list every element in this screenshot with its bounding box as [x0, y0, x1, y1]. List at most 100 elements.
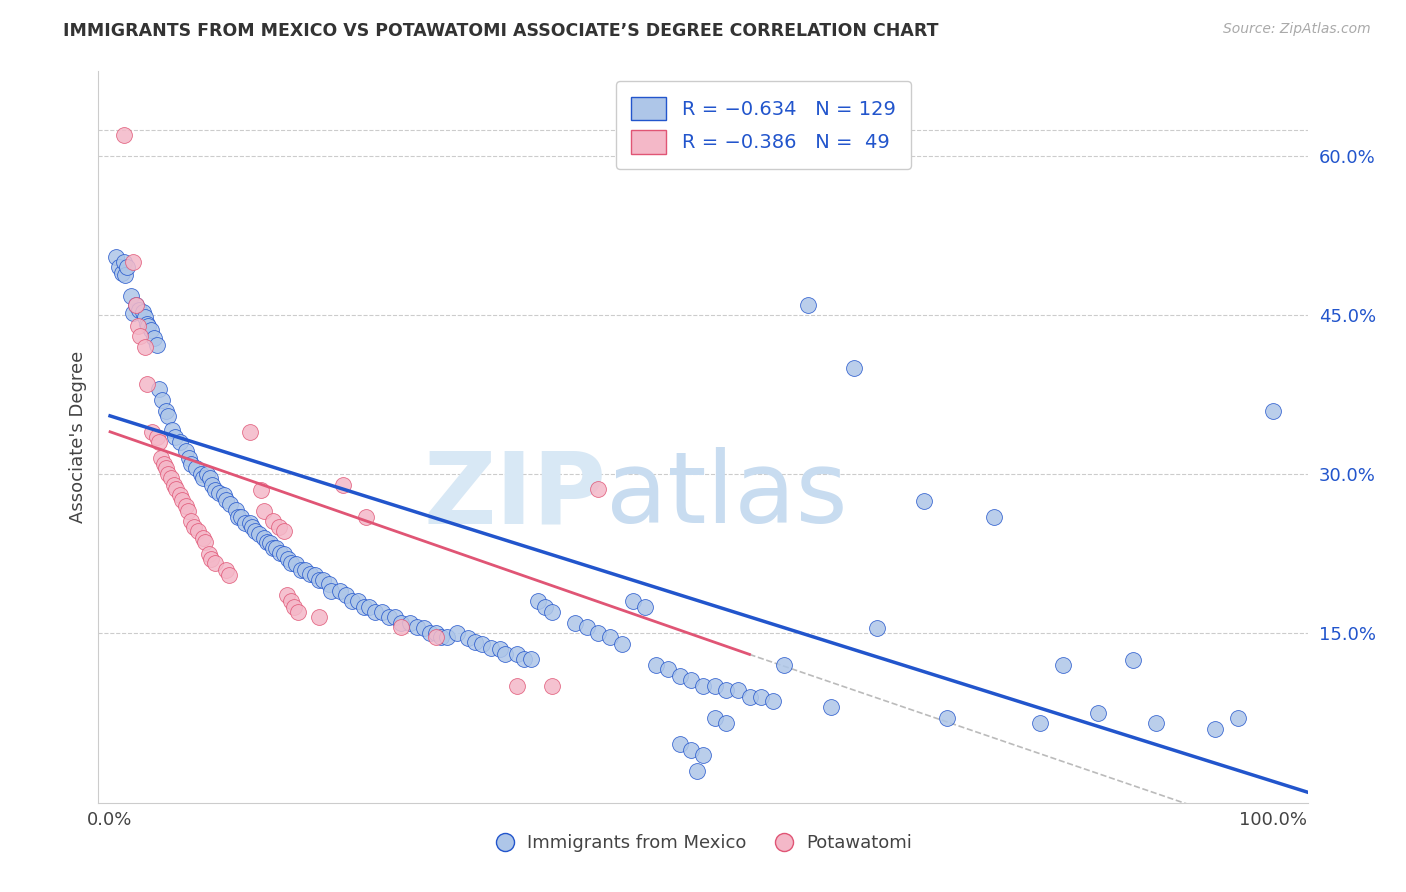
Point — [318, 577, 340, 591]
Point — [252, 531, 274, 545]
Point — [183, 520, 205, 534]
Point — [191, 471, 214, 485]
Point — [233, 516, 256, 530]
Point — [425, 626, 447, 640]
Point — [1087, 706, 1109, 720]
Point — [936, 711, 959, 725]
Text: Source: ZipAtlas.com: Source: ZipAtlas.com — [1223, 22, 1371, 37]
Point — [399, 615, 422, 630]
Point — [1261, 403, 1284, 417]
Point — [114, 268, 136, 282]
Point — [692, 748, 714, 763]
Point — [277, 552, 299, 566]
Point — [215, 492, 238, 507]
Point — [218, 567, 240, 582]
Point — [371, 605, 394, 619]
Point — [174, 499, 197, 513]
Point — [239, 425, 262, 439]
Point — [283, 599, 305, 614]
Point — [773, 658, 796, 673]
Point — [150, 451, 173, 466]
Point — [287, 605, 309, 619]
Point — [634, 599, 657, 614]
Point — [172, 492, 194, 507]
Point — [152, 457, 174, 471]
Point — [703, 679, 725, 693]
Point — [157, 409, 180, 423]
Point — [138, 318, 160, 333]
Point — [165, 482, 187, 496]
Point — [180, 514, 202, 528]
Point — [191, 531, 214, 545]
Point — [256, 535, 278, 549]
Point — [267, 520, 290, 534]
Point — [796, 297, 818, 311]
Point — [668, 738, 690, 752]
Point — [506, 679, 529, 693]
Point — [212, 488, 235, 502]
Point — [703, 711, 725, 725]
Point — [588, 482, 610, 496]
Point — [621, 594, 644, 608]
Point — [727, 683, 749, 698]
Point — [148, 383, 170, 397]
Point — [104, 250, 127, 264]
Point — [588, 626, 610, 640]
Point — [413, 621, 436, 635]
Point — [155, 460, 177, 475]
Point — [204, 556, 226, 570]
Point — [1226, 711, 1249, 725]
Point — [471, 637, 494, 651]
Point — [436, 631, 458, 645]
Point — [240, 520, 263, 534]
Point — [276, 588, 298, 602]
Point — [430, 631, 453, 645]
Point — [534, 599, 557, 614]
Point — [177, 504, 200, 518]
Point — [134, 310, 156, 325]
Point — [122, 306, 145, 320]
Point — [129, 329, 152, 343]
Point — [215, 563, 238, 577]
Point — [290, 563, 312, 577]
Point — [250, 483, 273, 497]
Point — [692, 679, 714, 693]
Point — [866, 621, 889, 635]
Point — [1144, 716, 1167, 731]
Point — [262, 541, 284, 556]
Point — [820, 700, 842, 714]
Point — [520, 651, 543, 665]
Point — [201, 477, 224, 491]
Point — [716, 716, 738, 731]
Point — [457, 632, 479, 646]
Point — [354, 509, 377, 524]
Point — [273, 524, 295, 539]
Point — [384, 610, 406, 624]
Point — [165, 430, 187, 444]
Point — [912, 493, 935, 508]
Point — [247, 526, 270, 541]
Point — [131, 305, 153, 319]
Point — [204, 483, 226, 497]
Text: ZIP: ZIP — [423, 447, 606, 544]
Point — [540, 679, 562, 693]
Point — [340, 594, 363, 608]
Point — [124, 297, 146, 311]
Point — [716, 683, 738, 698]
Point — [599, 631, 621, 645]
Point — [308, 610, 330, 624]
Point — [762, 694, 785, 708]
Point — [187, 524, 209, 539]
Point — [329, 583, 352, 598]
Point — [148, 435, 170, 450]
Point — [179, 451, 201, 466]
Point — [269, 546, 291, 560]
Point — [686, 764, 709, 778]
Point — [117, 260, 139, 275]
Point — [273, 547, 295, 561]
Point — [218, 497, 240, 511]
Point — [111, 266, 134, 280]
Point — [239, 516, 262, 530]
Point — [245, 524, 267, 539]
Point — [419, 626, 441, 640]
